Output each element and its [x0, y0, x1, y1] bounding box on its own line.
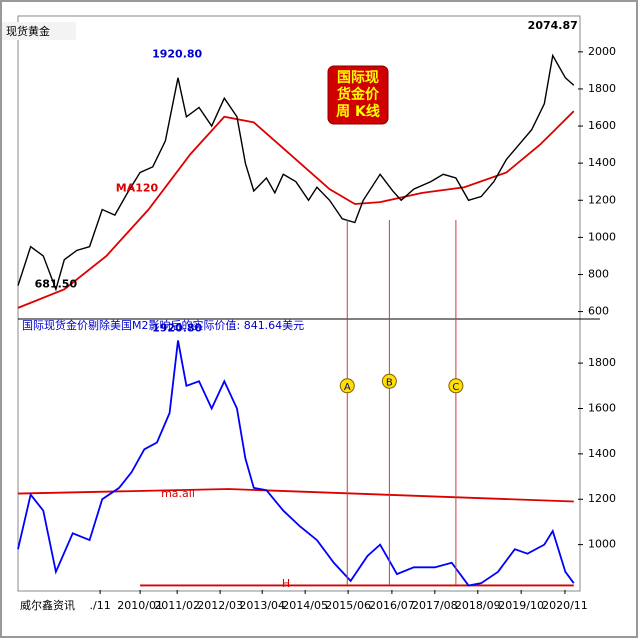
y-tick-label: 1800 [588, 356, 616, 369]
x-tick-label: ./11 [90, 599, 111, 612]
x-tick-label: 2011/02 [154, 599, 200, 612]
y-tick-label: 1400 [588, 156, 616, 169]
series-line [17, 340, 575, 587]
marker [339, 378, 355, 394]
y-tick-label: 1000 [588, 230, 616, 243]
label-line: 货金价 [336, 86, 380, 103]
y-tick-label: 1600 [588, 401, 616, 414]
marker-label: C [452, 382, 459, 393]
x-tick-label: 2018/09 [455, 599, 501, 612]
title-box [2, 22, 76, 40]
series-label: H [282, 577, 290, 590]
x-tick-label: 2016/07 [369, 599, 415, 612]
annotation: 681.50 [35, 277, 78, 290]
x-tick-label: 2014/05 [282, 599, 328, 612]
label-line: 周 K线 [336, 103, 380, 120]
x-tick-label: 2012/03 [197, 599, 243, 612]
x-tick-label: 2013/04 [239, 599, 285, 612]
x-tick-label: 2019/10 [498, 599, 544, 612]
y-tick-label: 1000 [588, 538, 616, 551]
marker-label: A [344, 382, 351, 393]
x-tick-label: 2020/11 [542, 599, 588, 612]
series-line [17, 53, 575, 292]
x-tick-label: 2010/01 [117, 599, 163, 612]
series-label: ma.all [161, 487, 195, 500]
marker [448, 378, 464, 394]
y-tick-label: 1600 [588, 119, 616, 132]
y-tick-label: 1800 [588, 82, 616, 95]
label-line: 国际现 [337, 70, 379, 86]
y-tick-label: 1400 [588, 447, 616, 460]
marker [381, 373, 397, 389]
plot-frame [17, 15, 581, 592]
x-tick-label: 2017/08 [412, 599, 458, 612]
y-tick-label: 800 [588, 267, 609, 280]
annotation: 1920.80 [152, 321, 202, 334]
y-tick-label: 600 [588, 305, 609, 318]
y-tick-label: 1200 [588, 492, 616, 505]
annotation: 2074.87 [528, 19, 578, 32]
panel-title: 国际现货金价剔除美国M2影响后的实际价值: 841.64美元 [22, 318, 304, 332]
series-line [17, 488, 574, 503]
y-tick-label: 2000 [588, 45, 616, 58]
label-box [327, 65, 389, 125]
x-tick-label: 2015/06 [325, 599, 371, 612]
series-line [17, 110, 575, 309]
source: 威尔鑫资讯 [20, 598, 75, 612]
y-tick-label: 1200 [588, 193, 616, 206]
marker-label: B [386, 377, 393, 388]
chart-title: 现货黄金 [6, 24, 50, 38]
annotation: MA120 [116, 181, 159, 194]
annotation: 1920.80 [152, 48, 202, 61]
